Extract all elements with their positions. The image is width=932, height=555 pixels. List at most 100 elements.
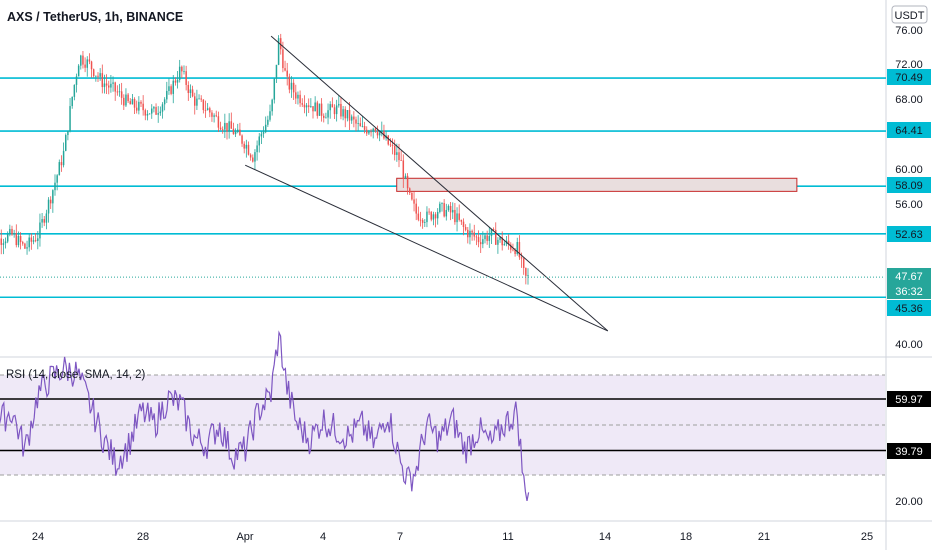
- candle-body: [120, 91, 123, 98]
- candle-body: [47, 199, 50, 214]
- candle-body: [284, 68, 286, 71]
- candle-body: [155, 107, 157, 115]
- candle-body: [492, 229, 495, 230]
- candle-body: [178, 66, 181, 80]
- candle-body: [434, 214, 437, 219]
- level-tag: 45.36: [895, 303, 923, 315]
- candle-body: [436, 211, 439, 219]
- candle-body: [168, 86, 170, 91]
- candle-body: [13, 233, 15, 235]
- candle-body: [202, 99, 205, 111]
- candle-body: [11, 228, 13, 235]
- candle-body: [153, 107, 155, 109]
- resistance-zone-box: [396, 177, 798, 192]
- candle-body: [185, 71, 187, 85]
- candle-body: [211, 112, 213, 117]
- symbol-title[interactable]: AXS / TetherUS, 1h, BINANCE: [7, 10, 183, 24]
- candle-body: [125, 94, 127, 106]
- candle-body: [464, 227, 467, 230]
- candle-body: [424, 222, 426, 223]
- candle-body: [419, 219, 422, 221]
- candle-body: [239, 129, 241, 136]
- rsi-line: [0, 330, 530, 502]
- candle-body: [372, 128, 374, 132]
- candle-body: [387, 135, 389, 145]
- candle-body: [376, 131, 379, 136]
- level-price-tags: 70.49 64.41 58.09 52.63 45.36: [887, 69, 931, 316]
- candle-body: [219, 127, 222, 130]
- candle-body: [477, 237, 480, 243]
- candle-body: [75, 76, 78, 85]
- time-tick: 11: [502, 531, 513, 543]
- wedge-lower-line: [244, 164, 609, 332]
- candle-body: [473, 232, 475, 237]
- candle-body: [118, 91, 121, 93]
- rsi-level-lines[interactable]: [0, 398, 886, 452]
- time-axis[interactable]: 24 28 Apr 4 7 11 14 18 21 25: [32, 531, 873, 543]
- rsi-title[interactable]: RSI (14, close, SMA, 14, 2): [6, 369, 146, 381]
- candle-body: [0, 238, 2, 245]
- candle-body: [230, 121, 233, 129]
- candle-body: [447, 205, 450, 211]
- candle-body: [228, 121, 230, 132]
- candle-body: [114, 82, 116, 92]
- candle-body: [159, 111, 162, 114]
- candle-body: [146, 113, 149, 116]
- candle-body: [443, 203, 445, 217]
- falling-wedge-lines[interactable]: [244, 35, 609, 332]
- candle-body: [426, 211, 428, 223]
- candle-body: [359, 123, 362, 127]
- candle-body: [110, 83, 112, 88]
- candle-body: [49, 199, 52, 204]
- candle-body: [99, 73, 101, 77]
- candle-body: [333, 107, 336, 115]
- candle-body: [361, 126, 364, 127]
- price-tick: 72.00: [895, 59, 923, 71]
- level-tag-box: [887, 300, 931, 316]
- candle-body: [462, 221, 465, 228]
- candle-body: [127, 94, 129, 102]
- candle-body: [142, 103, 144, 111]
- candle-body: [88, 59, 91, 62]
- resistance-zone[interactable]: [396, 177, 798, 192]
- candle-body: [456, 213, 458, 223]
- level-tag: 58.09: [895, 180, 923, 192]
- candle-body: [112, 82, 114, 84]
- candle-body: [131, 98, 134, 105]
- candle-body: [282, 49, 284, 69]
- candle-body: [400, 160, 402, 161]
- candle-body: [497, 239, 499, 245]
- candle-body: [232, 128, 235, 135]
- level-tag-box: [887, 122, 931, 138]
- candle-body: [320, 103, 323, 116]
- candle-body: [355, 119, 357, 124]
- candle-body: [101, 73, 104, 88]
- candle-body: [90, 61, 93, 70]
- candle-body: [28, 237, 30, 248]
- candle-body: [409, 188, 411, 193]
- candle-body: [329, 104, 331, 111]
- candle-body: [123, 97, 125, 106]
- candle-body: [267, 119, 269, 125]
- candle-body: [340, 103, 342, 117]
- candle-body: [516, 242, 518, 254]
- rsi-level-tag-box: [887, 391, 931, 407]
- candle-body: [252, 157, 254, 162]
- candle-body: [342, 109, 344, 117]
- currency-badge[interactable]: [891, 5, 928, 24]
- price-tick: 76.00: [895, 25, 923, 37]
- candle-body: [312, 106, 314, 112]
- price-axis[interactable]: 76.00 72.00 68.00 60.00 56.00 40.00: [895, 25, 923, 351]
- candle-body: [501, 237, 503, 246]
- candle-body: [348, 109, 351, 121]
- candle-body: [286, 70, 288, 77]
- candle-body: [41, 219, 43, 223]
- candle-body: [507, 240, 510, 245]
- candle-body: [6, 234, 9, 242]
- candle-body: [26, 247, 28, 249]
- candle-body: [4, 241, 7, 244]
- candle-body: [316, 102, 319, 116]
- candle-body: [486, 235, 488, 241]
